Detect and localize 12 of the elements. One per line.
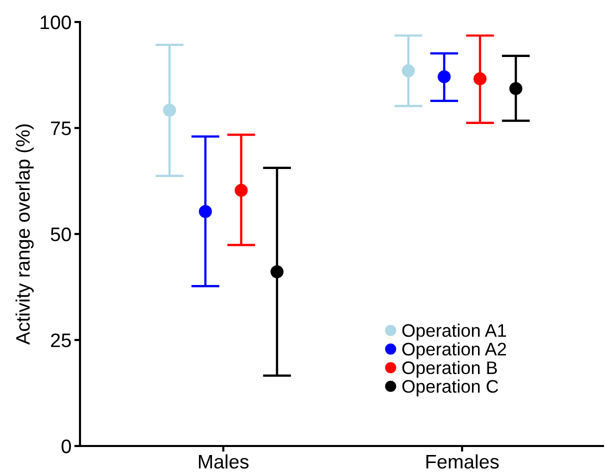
y-tick-label: 25 [51,333,71,348]
y-tick-label: 50 [50,227,71,242]
y-tick-label: 75 [51,122,71,136]
legend-label: Operation A1 [402,324,506,340]
legend-label: Operation A2 [402,342,506,360]
legend-label: Operation B [402,360,497,378]
y-tick-label: 0 [62,439,71,454]
x-tick-label: Females [426,454,499,469]
y-axis-title: Activity range overlap (%) [16,124,34,345]
legend-label: Operation C [402,380,498,396]
y-tick-label: 100 [40,15,71,30]
x-tick-label: Males [198,454,249,469]
